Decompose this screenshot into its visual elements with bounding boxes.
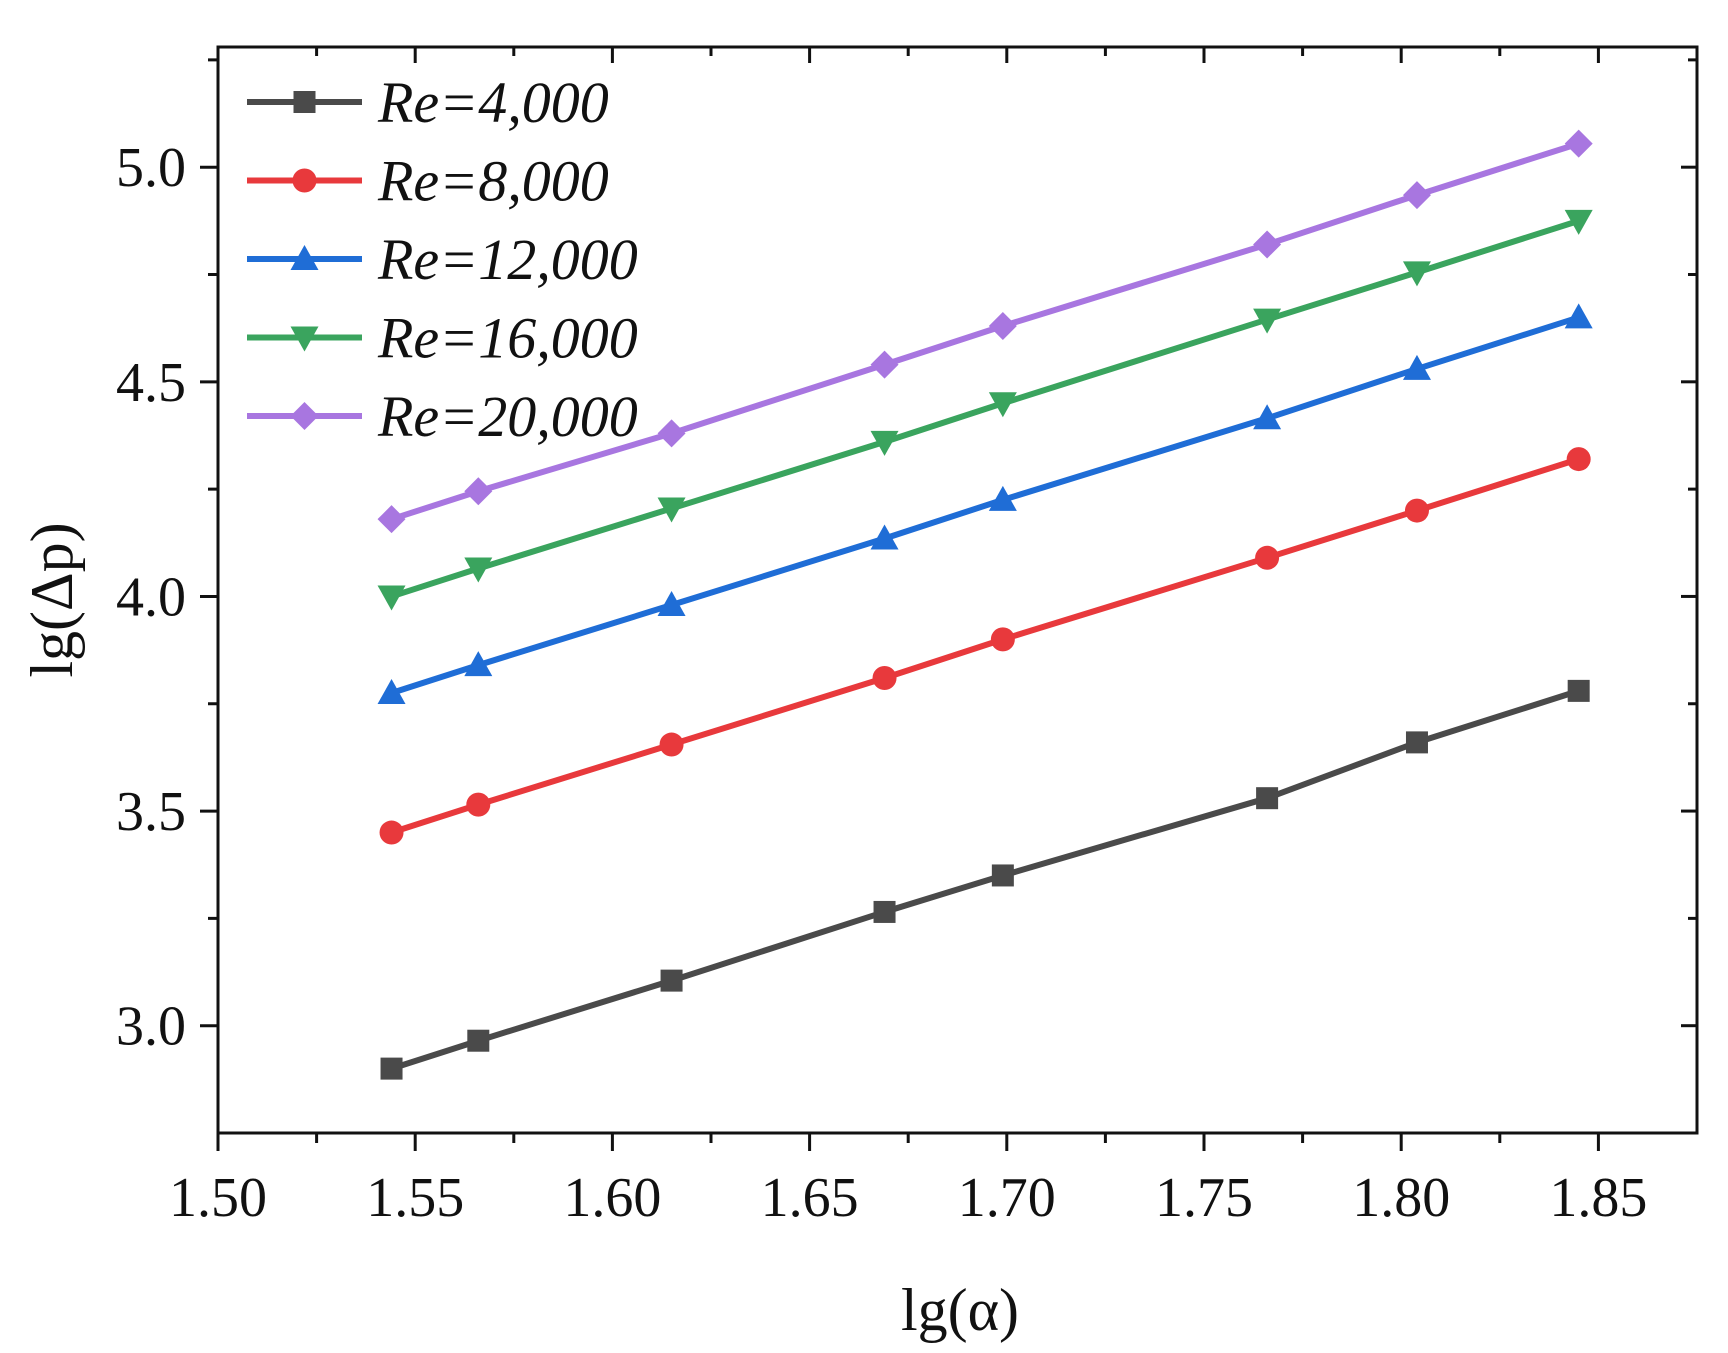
x-tick-label: 1.50 bbox=[169, 1167, 267, 1229]
data-point bbox=[467, 1029, 490, 1052]
data-point bbox=[660, 969, 683, 992]
data-point bbox=[379, 820, 404, 845]
data-point bbox=[1567, 679, 1590, 702]
data-point bbox=[464, 477, 493, 506]
data-point bbox=[873, 900, 896, 923]
data-point bbox=[988, 392, 1017, 418]
data-point bbox=[377, 585, 406, 611]
data-point bbox=[1402, 261, 1431, 287]
data-point bbox=[1402, 181, 1431, 210]
data-point bbox=[1564, 129, 1593, 158]
x-tick-label: 1.75 bbox=[1155, 1167, 1253, 1229]
data-point bbox=[657, 497, 686, 523]
series-line bbox=[390, 217, 1580, 600]
data-point bbox=[1404, 498, 1429, 523]
legend-marker bbox=[290, 245, 319, 270]
legend-label: Re=16,000 bbox=[377, 306, 638, 371]
data-point bbox=[1402, 354, 1431, 380]
legend-marker bbox=[290, 402, 319, 430]
data-point bbox=[464, 651, 493, 677]
legend-marker bbox=[290, 326, 319, 352]
series-line bbox=[390, 314, 1580, 696]
series-line bbox=[390, 140, 1580, 523]
data-point bbox=[659, 732, 684, 757]
data-point bbox=[988, 485, 1017, 511]
x-tick-label: 1.55 bbox=[366, 1167, 464, 1229]
data-point bbox=[657, 419, 686, 448]
data-point bbox=[870, 524, 899, 550]
series-2 bbox=[379, 447, 1591, 845]
series-5 bbox=[377, 129, 1593, 534]
series-3 bbox=[377, 303, 1593, 705]
x-tick-label: 1.85 bbox=[1549, 1167, 1647, 1229]
data-point bbox=[1405, 731, 1428, 754]
legend-marker bbox=[292, 168, 317, 193]
data-point bbox=[1255, 545, 1280, 570]
plot-frame bbox=[216, 45, 1699, 1135]
data-point bbox=[870, 430, 899, 456]
y-tick-label: 4.0 bbox=[116, 566, 186, 628]
data-point bbox=[1564, 209, 1593, 235]
legend-label: Re=20,000 bbox=[377, 384, 638, 449]
y-tick-label: 5.0 bbox=[116, 137, 186, 199]
data-point bbox=[1253, 404, 1282, 430]
x-axis-title: lg(α) bbox=[901, 1277, 1019, 1343]
series-line bbox=[390, 688, 1580, 1072]
series-1 bbox=[380, 679, 1590, 1080]
y-axis-title: lg(Δp) bbox=[19, 522, 85, 677]
legend: Re=4,000 Re=8,000 Re=12,000 Re=16,000 Re=20,… bbox=[247, 70, 638, 449]
data-point bbox=[466, 792, 491, 817]
y-tick-label: 3.5 bbox=[116, 781, 186, 843]
data-point bbox=[988, 312, 1017, 341]
x-tick-label: 1.60 bbox=[563, 1167, 661, 1229]
legend-item: Re=4,000 bbox=[247, 70, 609, 135]
data-point bbox=[657, 591, 686, 617]
legend-label: Re=4,000 bbox=[377, 70, 609, 135]
data-point bbox=[1566, 447, 1591, 472]
legend-item: Re=16,000 bbox=[247, 306, 638, 371]
data-point bbox=[872, 665, 897, 690]
data-point bbox=[377, 505, 406, 534]
data-point bbox=[1564, 303, 1593, 329]
data-point bbox=[1253, 230, 1282, 259]
data-point bbox=[1253, 308, 1282, 334]
legend-marker bbox=[293, 91, 316, 113]
data-point bbox=[870, 350, 899, 379]
series-line bbox=[390, 456, 1580, 836]
data-point bbox=[464, 557, 493, 583]
x-tick-label: 1.65 bbox=[761, 1167, 859, 1229]
legend-label: Re=12,000 bbox=[377, 227, 638, 292]
data-point bbox=[380, 1057, 403, 1080]
data-point bbox=[377, 679, 406, 705]
x-tick-label: 1.80 bbox=[1352, 1167, 1450, 1229]
legend-item: Re=12,000 bbox=[247, 227, 638, 292]
y-tick-label: 4.5 bbox=[116, 352, 186, 414]
data-point bbox=[1256, 787, 1279, 810]
legend-item: Re=8,000 bbox=[247, 149, 609, 214]
data-point bbox=[991, 864, 1014, 887]
legend-item: Re=20,000 bbox=[247, 384, 638, 449]
series-4 bbox=[377, 209, 1593, 611]
data-point bbox=[990, 627, 1015, 652]
legend-label: Re=8,000 bbox=[377, 149, 609, 214]
y-tick-label: 3.0 bbox=[116, 996, 186, 1058]
x-tick-label: 1.70 bbox=[958, 1167, 1056, 1229]
